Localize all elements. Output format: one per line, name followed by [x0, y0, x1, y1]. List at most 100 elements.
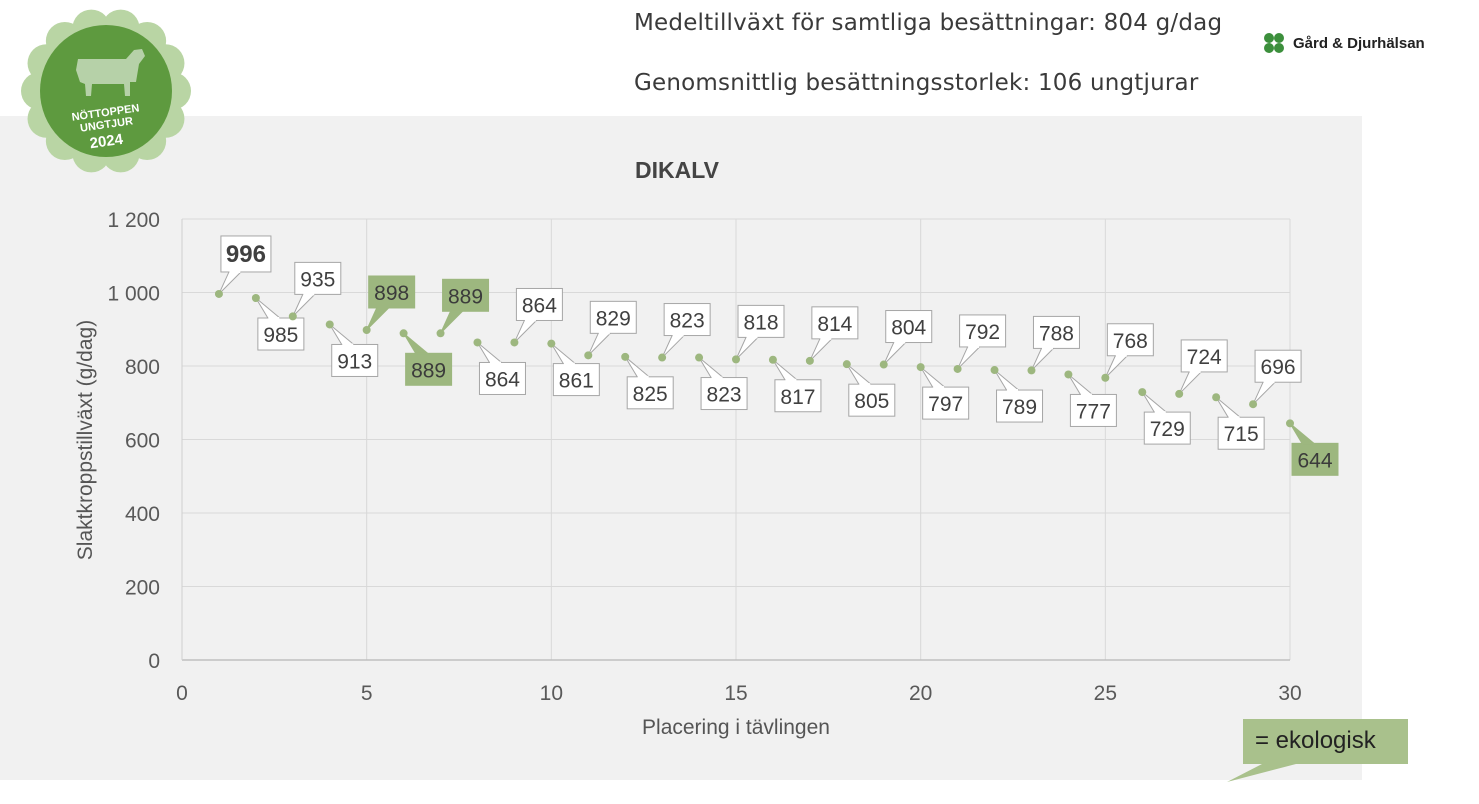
callout-box: [996, 389, 1044, 423]
data-label-callout: 696: [1252, 349, 1302, 405]
data-point: [1138, 388, 1147, 397]
data-label: 864: [485, 368, 520, 391]
data-label: 644: [1297, 449, 1332, 472]
callout-pointer: [255, 297, 282, 319]
callout-pointer: [1178, 371, 1203, 395]
y-tick-label: 800: [125, 356, 160, 379]
nottoppen-badge-logo: NÖTTOPPEN UNGTJUR 2024: [21, 9, 191, 173]
callout-box: [405, 352, 453, 386]
chart-axes: 0 200 400 600 800 1 000 1 200 0 5 10 15 20 25 30: [107, 209, 1301, 705]
callout-box: [848, 383, 896, 417]
callout-box: [368, 275, 416, 309]
data-label-callout: 768: [1104, 323, 1154, 379]
data-point: [842, 360, 851, 369]
data-label-callout: 804: [883, 310, 933, 365]
callout-pointer: [329, 324, 356, 345]
data-label-callout: 817: [772, 359, 822, 413]
x-tick-label: 15: [724, 682, 747, 705]
callout-pointer: [477, 342, 503, 363]
callout-pointer: [587, 332, 612, 356]
callout-box: [774, 379, 822, 413]
data-label: 889: [448, 285, 483, 308]
data-point: [1286, 419, 1294, 428]
data-point: [1027, 366, 1036, 375]
callout-pointer: [366, 307, 390, 331]
average-herd-size-text: Genomsnittlig besättningsstorlek: 106 un…: [634, 70, 1199, 96]
callout-box: [1032, 315, 1080, 349]
callout-pointer: [846, 363, 873, 385]
y-tick-label: 200: [125, 577, 160, 600]
data-label: 768: [1113, 330, 1148, 353]
data-label: 788: [1039, 322, 1074, 345]
data-point: [768, 355, 777, 364]
x-tick-label: 5: [361, 682, 373, 705]
data-label: 889: [411, 359, 446, 382]
data-label-callout: 889: [403, 332, 453, 386]
callout-pointer: [292, 293, 317, 317]
callout-box: [331, 343, 379, 377]
y-axis-label: Slaktkroppstillväxt (g/dag): [74, 320, 97, 560]
chart-panel: [0, 116, 1362, 780]
chart-grid: [182, 218, 1291, 660]
callout-box: [663, 303, 711, 337]
callout-pointer: [920, 366, 947, 388]
data-label: 823: [707, 384, 742, 407]
badge-text-year: 2024: [89, 131, 125, 153]
callout-box: [1254, 349, 1302, 383]
x-axis-label: Placering i tävlingen: [642, 716, 830, 739]
data-label: 715: [1224, 423, 1259, 446]
data-label: 996: [226, 241, 266, 268]
callout-pointer: [1141, 391, 1168, 413]
callout-box: [737, 304, 785, 338]
callout-pointer: [809, 338, 834, 362]
data-point: [399, 329, 408, 338]
callout-box: [589, 300, 637, 334]
data-point: [436, 329, 445, 338]
x-tick-label: 0: [176, 682, 188, 705]
x-tick-label: 20: [909, 682, 932, 705]
data-label: 898: [374, 282, 409, 305]
data-label: 724: [1187, 346, 1222, 369]
gard-djurhalsan-logo: Gård & Djurhälsan: [1260, 29, 1425, 57]
callout-pointer: [883, 342, 907, 365]
data-label-callout: 913: [329, 324, 379, 377]
data-label: 825: [633, 383, 668, 406]
data-label-callout: 818: [735, 304, 785, 360]
x-tick-label: 25: [1094, 682, 1117, 705]
data-label: 777: [1076, 400, 1111, 423]
y-tick-label: 0: [148, 650, 160, 673]
callout-box: [294, 261, 342, 295]
y-tick-label: 600: [125, 430, 160, 453]
data-point: [584, 351, 593, 360]
x-tick-label: 10: [540, 682, 563, 705]
data-point: [879, 360, 888, 369]
callout-pointer: [994, 369, 1020, 391]
callout-box: [885, 310, 933, 344]
data-point: [658, 353, 667, 362]
data-point: [916, 363, 925, 372]
data-point: [288, 312, 297, 321]
callout-pointer: [735, 336, 760, 360]
data-label-callout: 724: [1178, 339, 1228, 395]
callout-box: [1069, 393, 1117, 427]
data-point: [547, 339, 556, 348]
callout-pointer: [1289, 422, 1316, 444]
data-label-callout: 644: [1289, 422, 1339, 476]
callout-box: [220, 235, 272, 273]
callout-box: [1106, 323, 1154, 357]
callout-pointer: [513, 319, 538, 343]
data-label: 797: [928, 393, 963, 416]
data-label-callout: 864: [477, 342, 526, 395]
data-label-callout: 823: [661, 303, 711, 358]
data-label-callout: 814: [809, 306, 859, 362]
data-point: [1249, 400, 1258, 409]
legend-ecological-label: = ekologisk: [1255, 727, 1376, 754]
data-point: [695, 353, 704, 362]
data-label-callout: 898: [366, 275, 416, 331]
cow-icon: [76, 49, 145, 96]
data-label-callout: 889: [440, 278, 490, 334]
data-label: 864: [522, 294, 557, 317]
data-label: 804: [891, 317, 926, 340]
